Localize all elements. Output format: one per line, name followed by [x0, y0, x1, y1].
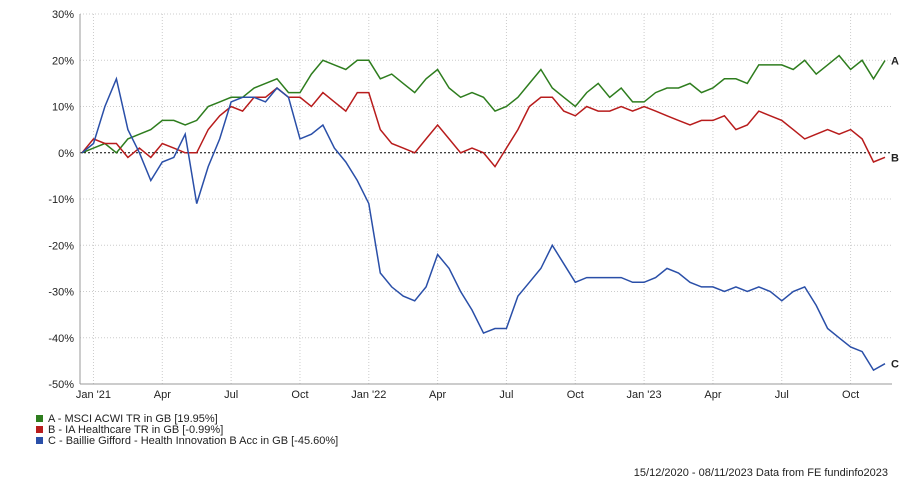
series-line: [81, 76, 886, 372]
legend-swatch: [36, 426, 43, 433]
y-tick-label: -40%: [48, 333, 74, 345]
legend-swatch: [36, 415, 43, 422]
x-tick-label: Oct: [842, 389, 859, 401]
end-label: B: [891, 152, 899, 164]
x-tick-label: Jul: [499, 389, 513, 401]
series-line: [81, 54, 886, 154]
x-tick-label: Apr: [154, 389, 171, 401]
x-tick-label: Jul: [775, 389, 789, 401]
legend-label: A - MSCI ACWI TR in GB [19.95%]: [48, 413, 218, 425]
legend-label: C - Baillie Gifford - Health Innovation …: [48, 435, 338, 447]
x-tick-label: Jul: [224, 389, 238, 401]
legend-swatch: [36, 437, 43, 444]
end-label: C: [891, 359, 899, 371]
x-tick-label: Jan '22: [351, 389, 386, 401]
y-tick-label: -30%: [48, 287, 74, 299]
footer: 15/12/2020 - 08/11/2023 Data from FE fun…: [634, 467, 888, 479]
end-label: A: [891, 55, 899, 67]
x-tick-label: Oct: [567, 389, 584, 401]
x-tick-label: Jan '21: [76, 389, 111, 401]
x-tick-label: Oct: [291, 389, 308, 401]
series-line: [81, 87, 886, 168]
x-tick-label: Apr: [429, 389, 446, 401]
y-tick-label: -20%: [48, 240, 74, 252]
legend-label: B - IA Healthcare TR in GB [-0.99%]: [48, 424, 223, 436]
y-tick-label: -10%: [48, 194, 74, 206]
x-tick-label: Jan '23: [627, 389, 662, 401]
y-tick-label: -50%: [48, 379, 74, 391]
y-tick-label: 10%: [52, 102, 74, 114]
y-tick-label: 30%: [52, 9, 74, 21]
y-tick-label: 20%: [52, 55, 74, 67]
y-tick-label: 0%: [58, 148, 74, 160]
x-tick-label: Apr: [704, 389, 721, 401]
